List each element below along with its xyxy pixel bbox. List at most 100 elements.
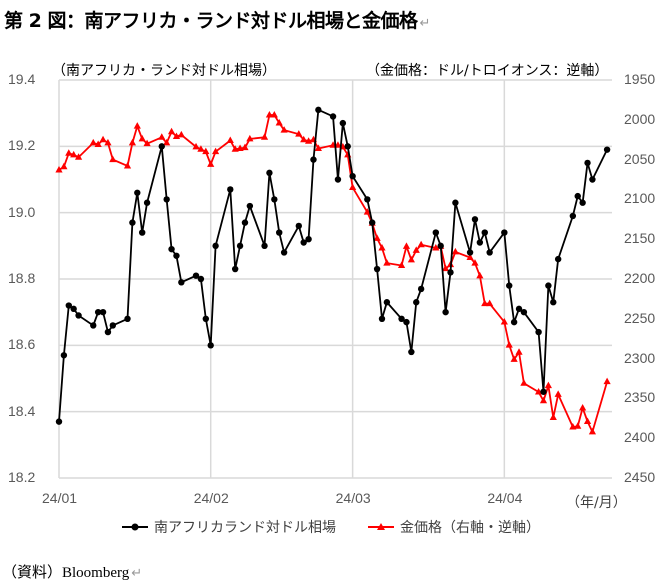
data-point-gold: [574, 422, 582, 429]
data-point-rand: [584, 159, 591, 167]
data-point-gold: [143, 139, 151, 147]
data-point-gold: [314, 144, 322, 151]
data-point-rand: [569, 212, 577, 220]
data-point-gold: [226, 136, 234, 143]
data-point-gold: [505, 341, 513, 348]
data-point-rand: [432, 229, 440, 236]
data-point-rand: [310, 156, 317, 163]
data-point-rand: [501, 229, 508, 236]
data-point-gold: [402, 242, 411, 249]
data-point-gold: [554, 390, 562, 397]
data-point-rand: [94, 308, 102, 316]
chart-title-text: 第 2 図：南アフリカ・ランド対ドル相場と金価格: [4, 10, 418, 32]
data-point-gold: [579, 403, 587, 411]
data-point-gold: [451, 247, 459, 255]
left-tick-label: 19.0: [8, 203, 36, 220]
data-point-gold: [588, 427, 597, 435]
data-point-gold: [99, 135, 107, 143]
data-point-rand: [70, 305, 77, 313]
data-point-rand: [466, 249, 474, 256]
right-tick-label: 2350: [624, 389, 656, 406]
data-point-rand: [554, 255, 562, 263]
left-axis-title: （南アフリカ・ランド対ドル相場）: [52, 63, 276, 79]
data-point-rand: [398, 315, 405, 322]
data-point-rand: [520, 308, 528, 316]
legend-label-gold: 金価格（右軸・逆軸）: [400, 520, 540, 536]
data-point-gold: [177, 130, 185, 138]
data-point-gold: [539, 396, 548, 404]
data-point-rand: [603, 146, 611, 153]
data-point-gold: [481, 299, 489, 307]
legend: 南アフリカランド対ドル相場 金価格（右軸・逆軸）: [120, 517, 540, 537]
right-tick-label: 2300: [624, 349, 656, 366]
right-tick-label: 2200: [624, 270, 656, 286]
data-point-gold: [295, 130, 303, 137]
data-point-gold: [407, 255, 415, 263]
data-point-rand: [99, 308, 107, 316]
data-point-gold: [544, 381, 552, 389]
data-point-gold: [207, 160, 215, 167]
data-point-gold: [383, 259, 391, 266]
data-point-gold: [280, 126, 288, 133]
data-point-gold: [167, 127, 176, 135]
data-point-rand: [138, 229, 146, 236]
data-point-rand: [124, 315, 131, 322]
data-point-rand: [486, 249, 493, 256]
x-tick-label: 24/03: [335, 490, 371, 506]
data-point-rand: [143, 199, 151, 206]
data-point-gold: [270, 111, 278, 118]
data-point-rand: [236, 242, 244, 250]
data-point-rand: [315, 106, 322, 114]
data-point-gold: [603, 377, 611, 385]
data-point-rand: [158, 143, 165, 150]
data-point-gold: [515, 348, 523, 355]
data-point-rand: [276, 229, 283, 236]
data-point-rand: [129, 219, 136, 226]
data-point-gold: [397, 261, 406, 268]
data-point-rand: [271, 196, 278, 203]
data-point-rand: [550, 299, 557, 306]
data-point-rand: [305, 236, 312, 243]
data-point-rand: [266, 169, 273, 177]
data-point-rand: [300, 239, 307, 246]
data-point-rand: [540, 388, 547, 395]
data-point-gold: [583, 417, 592, 424]
data-point-gold: [128, 138, 137, 146]
left-tick-label: 19.4: [8, 71, 36, 87]
right-tick-label: 2450: [624, 469, 656, 485]
data-point-gold: [549, 413, 557, 421]
data-point-rand: [364, 196, 371, 203]
data-point-rand: [55, 418, 63, 425]
legend-item-gold: 金価格（右軸・逆軸）: [366, 517, 540, 537]
data-point-gold: [212, 147, 220, 155]
right-tick-label: 2000: [624, 110, 656, 127]
data-point-rand: [207, 342, 214, 349]
data-point-rand: [173, 252, 180, 259]
data-point-rand: [104, 328, 112, 336]
data-point-rand: [579, 199, 586, 206]
left-tick-label: 19.2: [8, 137, 36, 154]
source-text: （資料）Bloomberg: [2, 565, 130, 581]
data-point-rand: [192, 272, 200, 279]
x-tick-label: 24/02: [193, 490, 229, 506]
data-point-rand: [417, 285, 425, 293]
data-point-rand: [339, 119, 347, 127]
data-point-rand: [481, 229, 488, 236]
data-point-rand: [574, 192, 581, 200]
data-point-rand: [373, 265, 381, 273]
legend-triangle-marker-icon: [368, 523, 394, 530]
data-point-rand: [280, 249, 288, 256]
data-point-rand: [212, 242, 219, 250]
left-tick-label: 18.4: [8, 402, 36, 419]
data-point-gold: [500, 317, 508, 325]
data-point-rand: [334, 176, 342, 183]
data-point-rand: [452, 199, 459, 206]
data-point-gold: [60, 162, 68, 170]
x-tick-label: 24/04: [487, 490, 523, 506]
data-point-rand: [442, 308, 449, 316]
data-point-rand: [378, 315, 386, 322]
data-point-rand: [246, 202, 254, 210]
data-point-rand: [476, 239, 484, 246]
data-point-gold: [520, 379, 528, 386]
